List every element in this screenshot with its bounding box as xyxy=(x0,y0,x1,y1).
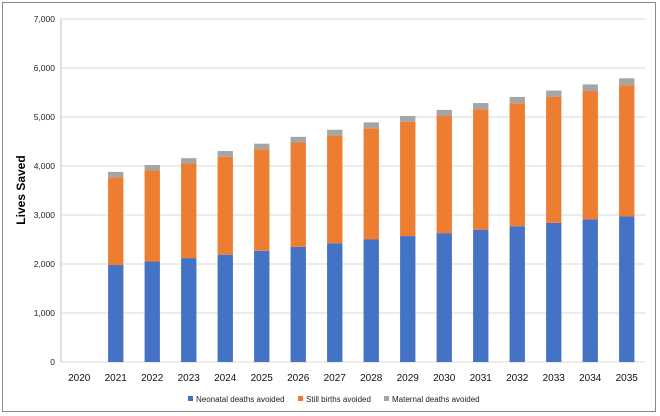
bar-segment-stillbirths xyxy=(290,142,306,247)
legend-swatch xyxy=(298,396,303,401)
bar-segment-neonatal xyxy=(181,258,197,362)
x-tick-label: 2025 xyxy=(251,373,274,384)
bar-segment-maternal xyxy=(181,158,197,164)
bar-segment-maternal xyxy=(217,151,233,157)
bar-segment-stillbirths xyxy=(436,116,452,234)
bar-segment-stillbirths xyxy=(619,85,635,217)
bar-segment-maternal xyxy=(509,96,525,104)
bar-segment-neonatal xyxy=(363,239,379,362)
x-tick-label: 2027 xyxy=(324,373,347,384)
x-tick-label: 2026 xyxy=(287,373,310,384)
x-tick-label: 2023 xyxy=(178,373,201,384)
bar-segment-stillbirths xyxy=(108,177,124,265)
x-tick-label: 2031 xyxy=(470,373,493,384)
legend-swatch xyxy=(188,396,193,401)
bar-segment-stillbirths xyxy=(509,103,525,227)
x-tick-label: 2028 xyxy=(360,373,383,384)
x-tick-label: 2032 xyxy=(506,373,529,384)
x-tick-label: 2020 xyxy=(68,373,91,384)
y-tick-label: 5,000 xyxy=(34,112,56,122)
x-tick-label: 2029 xyxy=(397,373,420,384)
bar-segment-maternal xyxy=(473,103,489,110)
y-tick-label: 0 xyxy=(50,357,55,367)
bar-segment-maternal xyxy=(619,78,635,86)
bar-segment-stillbirths xyxy=(181,163,197,259)
y-axis-label: Lives Saved xyxy=(14,155,28,224)
x-tick-label: 2021 xyxy=(105,373,128,384)
bar-segment-neonatal xyxy=(217,254,233,362)
bar-segment-stillbirths xyxy=(546,96,562,223)
x-tick-label: 2022 xyxy=(141,373,164,384)
bar-segment-stillbirths xyxy=(582,91,598,220)
bar-segment-neonatal xyxy=(144,261,160,362)
bar-segment-stillbirths xyxy=(144,170,160,262)
bar-segment-stillbirths xyxy=(217,156,233,255)
bar-segment-neonatal xyxy=(436,233,452,362)
bar-segment-neonatal xyxy=(254,250,270,362)
legend-label: Maternal deaths avoided xyxy=(392,395,480,404)
x-tick-label: 2030 xyxy=(433,373,456,384)
legend-label: Neonatal deaths avoided xyxy=(196,395,285,404)
legend-swatch xyxy=(384,396,389,401)
legend-label: Still births avoided xyxy=(306,395,371,404)
x-tick-label: 2035 xyxy=(616,373,639,384)
bar-segment-maternal xyxy=(290,136,306,143)
y-tick-label: 2,000 xyxy=(34,259,56,269)
bar-segment-maternal xyxy=(327,129,343,136)
bar-segment-stillbirths xyxy=(327,135,343,244)
y-tick-label: 6,000 xyxy=(34,63,56,73)
bar-segment-stillbirths xyxy=(254,149,270,251)
bar-segment-neonatal xyxy=(108,264,124,362)
y-tick-label: 4,000 xyxy=(34,161,56,171)
bar-segment-neonatal xyxy=(582,219,598,362)
bar-segment-stillbirths xyxy=(473,109,489,230)
x-tick-label: 2034 xyxy=(579,373,602,384)
bar-segment-maternal xyxy=(436,109,452,117)
bar-segment-maternal xyxy=(254,143,270,150)
bar-segment-neonatal xyxy=(290,246,306,362)
y-tick-label: 3,000 xyxy=(34,210,56,220)
bar-segment-maternal xyxy=(144,165,160,171)
bar-segment-maternal xyxy=(546,90,562,97)
bar-segment-maternal xyxy=(363,122,379,129)
bar-segment-maternal xyxy=(400,116,416,122)
bar-segment-neonatal xyxy=(400,236,416,362)
bar-segment-maternal xyxy=(108,171,124,178)
bar-segment-neonatal xyxy=(327,243,343,362)
y-tick-label: 1,000 xyxy=(34,308,56,318)
bar-segment-stillbirths xyxy=(363,128,379,240)
bar-segment-neonatal xyxy=(473,229,489,362)
x-tick-label: 2033 xyxy=(543,373,566,384)
bar-segment-neonatal xyxy=(619,216,635,362)
bar-segment-neonatal xyxy=(546,222,562,362)
bar-segment-stillbirths xyxy=(400,121,416,237)
y-tick-label: 7,000 xyxy=(34,14,56,24)
x-tick-label: 2024 xyxy=(214,373,237,384)
bar-segment-neonatal xyxy=(509,226,525,362)
bar-segment-maternal xyxy=(582,84,598,92)
